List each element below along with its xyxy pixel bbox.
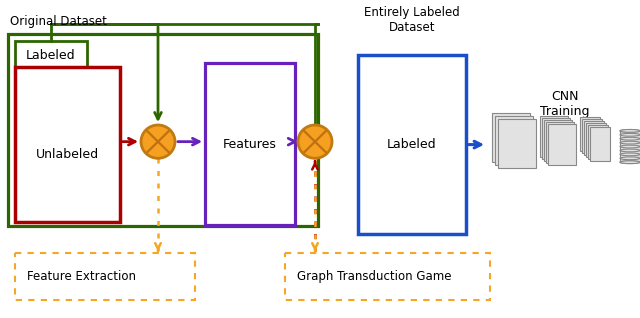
Ellipse shape — [620, 129, 640, 132]
Ellipse shape — [620, 161, 640, 163]
Bar — [580, 117, 600, 151]
Ellipse shape — [620, 145, 640, 148]
Ellipse shape — [620, 137, 640, 140]
Bar — [495, 116, 533, 165]
Bar — [8, 34, 318, 226]
Text: CNN
Training: CNN Training — [540, 90, 589, 118]
Bar — [540, 116, 568, 157]
Bar — [15, 253, 195, 301]
Ellipse shape — [620, 161, 640, 163]
Text: Labeled: Labeled — [26, 49, 76, 62]
Ellipse shape — [620, 134, 640, 136]
Bar — [586, 123, 606, 157]
Text: Original Dataset: Original Dataset — [10, 15, 107, 28]
Text: Labeled: Labeled — [387, 138, 437, 151]
Bar — [492, 113, 530, 162]
Bar — [582, 119, 602, 153]
Bar — [588, 125, 608, 159]
Ellipse shape — [620, 141, 640, 144]
Text: Unlabeled: Unlabeled — [36, 148, 99, 161]
Circle shape — [298, 125, 332, 158]
Bar — [15, 41, 87, 70]
Bar — [590, 127, 610, 161]
Text: Feature Extraction: Feature Extraction — [27, 270, 136, 283]
Text: Features: Features — [223, 138, 277, 151]
Ellipse shape — [620, 153, 640, 156]
Bar — [205, 63, 295, 225]
Bar — [542, 118, 570, 159]
Bar — [498, 119, 536, 168]
Bar — [544, 120, 572, 161]
Bar — [15, 67, 120, 222]
Circle shape — [141, 125, 175, 158]
Bar — [358, 55, 466, 234]
Text: Entirely Labeled
Dataset: Entirely Labeled Dataset — [364, 6, 460, 34]
Bar — [285, 253, 490, 301]
Ellipse shape — [620, 157, 640, 160]
Bar — [548, 124, 576, 165]
Bar — [620, 131, 640, 162]
Bar — [584, 121, 604, 156]
Ellipse shape — [620, 129, 640, 132]
Ellipse shape — [620, 149, 640, 152]
Text: Graph Transduction Game: Graph Transduction Game — [297, 270, 451, 283]
Bar — [546, 122, 574, 163]
